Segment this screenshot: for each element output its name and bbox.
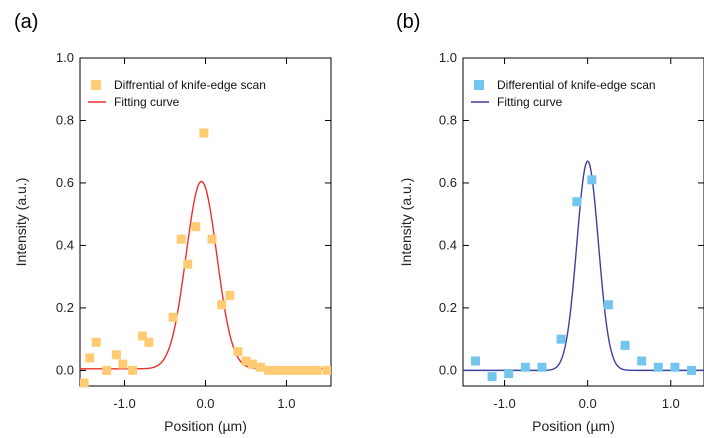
y-tick-label: 0.6: [56, 175, 74, 190]
y-tick-label: 0.4: [439, 237, 457, 252]
y-axis-label: Intensity (a.u.): [13, 178, 29, 267]
legend-label-points: Diffrential of knife-edge scan: [114, 78, 266, 92]
y-tick-label: 0.8: [56, 112, 74, 127]
x-tick-label: 1.0: [277, 396, 295, 411]
data-point: [556, 334, 566, 344]
x-axis-label: Position (µm): [532, 418, 615, 434]
y-tick-label: 0.2: [439, 300, 457, 315]
data-point: [247, 359, 257, 369]
data-point: [128, 365, 138, 375]
y-tick-label: 1.0: [56, 50, 74, 65]
data-point: [264, 365, 274, 375]
chart-panel-a: (a) 0.0 0.2 0.4 0.6 0.8 1.0 -1.0 0.0 1.0 Position …: [13, 11, 332, 434]
data-point: [183, 259, 193, 269]
data-point: [85, 353, 95, 363]
data-point: [572, 197, 582, 207]
y-tick-label: 0.6: [439, 175, 457, 190]
x-tick-label: -1.0: [113, 396, 135, 411]
data-point: [587, 175, 597, 185]
data-point: [111, 350, 121, 360]
data-point: [217, 300, 227, 310]
data-point: [687, 365, 697, 375]
x-tick-label: 0.0: [196, 396, 214, 411]
data-point: [670, 362, 680, 372]
data-point: [653, 362, 663, 372]
data-point: [191, 222, 201, 232]
y-tick-label: 0.0: [56, 362, 74, 377]
data-point: [233, 347, 243, 357]
data-point: [176, 234, 186, 244]
data-point: [304, 365, 314, 375]
x-axis-label: Position (µm): [164, 418, 247, 434]
data-point: [322, 365, 331, 375]
legend-label-points: Differential of knife-edge scan: [497, 78, 656, 92]
y-tick-label: 0.0: [439, 362, 457, 377]
y-tick-label: 0.2: [56, 300, 74, 315]
data-point: [280, 365, 290, 375]
data-point: [272, 365, 282, 375]
data-point: [520, 362, 530, 372]
panel-label: (a): [14, 11, 38, 33]
data-point: [80, 378, 89, 388]
fitting-curve-line: [80, 180, 331, 370]
legend-label-fit: Fitting curve: [114, 95, 180, 109]
y-tick-label: 0.4: [56, 237, 74, 252]
data-point: [168, 312, 178, 322]
data-point: [256, 362, 266, 372]
y-tick-label: 1.0: [439, 50, 457, 65]
legend-marker-points: [474, 80, 484, 90]
x-tick-label: 1.0: [662, 396, 680, 411]
data-point: [241, 356, 251, 366]
data-point: [603, 300, 613, 310]
data-point: [199, 128, 209, 138]
data-point: [137, 331, 147, 341]
data-point: [296, 365, 306, 375]
data-point: [637, 356, 647, 366]
data-point: [312, 365, 322, 375]
data-point: [537, 362, 547, 372]
chart-panel-b: (b) 0.0 0.2 0.4 0.6 0.8 1.0 -1.0 0.0 1.0 Position …: [396, 11, 704, 434]
data-point: [470, 356, 480, 366]
y-tick-label: 0.8: [439, 112, 457, 127]
data-point: [487, 372, 497, 382]
fitting-curve-line: [463, 160, 704, 372]
data-point: [118, 359, 128, 369]
data-point: [225, 290, 235, 300]
x-tick-label: 0.0: [579, 396, 597, 411]
plot-frame: [462, 57, 704, 387]
data-point: [102, 365, 112, 375]
plot-area: [463, 160, 704, 382]
data-point: [207, 234, 217, 244]
legend-label-fit: Fitting curve: [497, 95, 563, 109]
plot-area: [80, 128, 331, 388]
legend-marker-points: [91, 80, 101, 90]
x-tick-label: -1.0: [493, 396, 515, 411]
data-point: [288, 365, 298, 375]
y-axis-label: Intensity (a.u.): [398, 178, 414, 267]
data-point: [504, 369, 514, 379]
data-point: [620, 340, 630, 350]
data-point: [144, 337, 154, 347]
data-point: [91, 337, 101, 347]
panel-label: (b): [396, 11, 420, 33]
